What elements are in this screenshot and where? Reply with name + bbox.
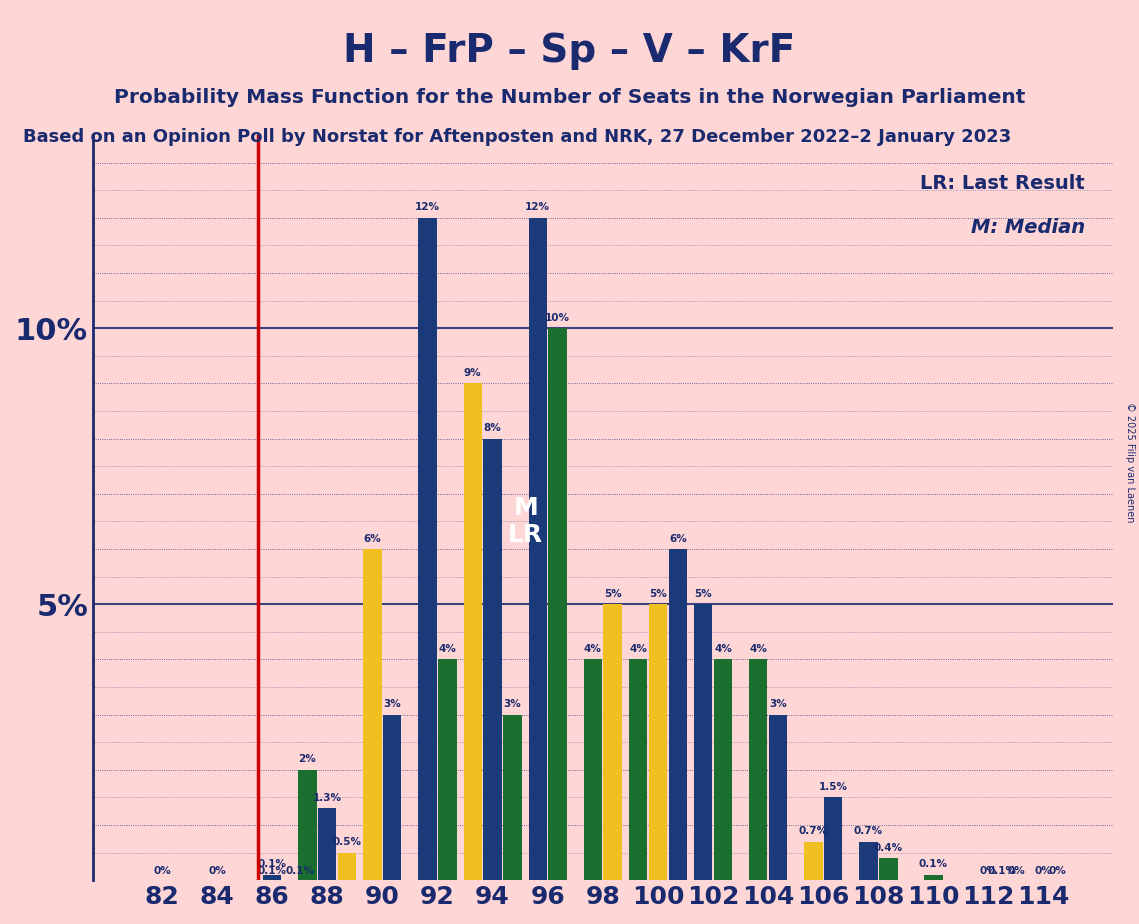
Text: 5%: 5% bbox=[604, 589, 622, 599]
Text: H – FrP – Sp – V – KrF: H – FrP – Sp – V – KrF bbox=[343, 32, 796, 70]
Text: 6%: 6% bbox=[363, 533, 382, 543]
Text: 0.7%: 0.7% bbox=[854, 826, 883, 836]
Bar bbox=[694, 604, 712, 881]
Text: 9%: 9% bbox=[464, 368, 482, 378]
Bar bbox=[879, 858, 898, 881]
Text: 12%: 12% bbox=[525, 202, 550, 213]
Bar bbox=[804, 842, 822, 881]
Bar bbox=[338, 853, 357, 881]
Bar bbox=[298, 770, 317, 881]
Bar bbox=[483, 439, 502, 881]
Text: 4%: 4% bbox=[714, 644, 732, 654]
Bar bbox=[669, 549, 687, 881]
Bar bbox=[583, 660, 603, 881]
Bar bbox=[629, 660, 647, 881]
Bar bbox=[383, 714, 401, 881]
Bar bbox=[859, 842, 878, 881]
Bar bbox=[769, 714, 787, 881]
Text: Probability Mass Function for the Number of Seats in the Norwegian Parliament: Probability Mass Function for the Number… bbox=[114, 88, 1025, 107]
Text: M: Median: M: Median bbox=[970, 218, 1085, 237]
Text: 0%: 0% bbox=[153, 867, 171, 876]
Bar bbox=[823, 797, 843, 881]
Text: 0%: 0% bbox=[980, 867, 998, 876]
Text: 8%: 8% bbox=[484, 423, 501, 433]
Text: 0.1%: 0.1% bbox=[257, 867, 287, 876]
Bar bbox=[503, 714, 522, 881]
Text: 5%: 5% bbox=[695, 589, 712, 599]
Text: 3%: 3% bbox=[769, 699, 787, 709]
Text: 2%: 2% bbox=[298, 754, 317, 764]
Text: © 2025 Filip van Laenen: © 2025 Filip van Laenen bbox=[1125, 402, 1134, 522]
Text: 0%: 0% bbox=[1049, 867, 1066, 876]
Bar bbox=[318, 808, 336, 881]
Text: 0%: 0% bbox=[208, 867, 226, 876]
Text: 6%: 6% bbox=[669, 533, 687, 543]
Bar bbox=[418, 218, 436, 881]
Text: 4%: 4% bbox=[629, 644, 647, 654]
Bar bbox=[714, 660, 732, 881]
Text: LR: Last Result: LR: Last Result bbox=[920, 174, 1085, 193]
Bar bbox=[363, 549, 382, 881]
Text: Based on an Opinion Poll by Norstat for Aftenposten and NRK, 27 December 2022–2 : Based on an Opinion Poll by Norstat for … bbox=[23, 128, 1011, 145]
Bar bbox=[464, 383, 482, 881]
Bar bbox=[548, 328, 567, 881]
Bar bbox=[439, 660, 457, 881]
Bar bbox=[604, 604, 622, 881]
Text: 4%: 4% bbox=[749, 644, 768, 654]
Text: 0.1%: 0.1% bbox=[257, 859, 287, 869]
Text: 3%: 3% bbox=[384, 699, 401, 709]
Text: 4%: 4% bbox=[439, 644, 457, 654]
Text: 0.7%: 0.7% bbox=[798, 826, 828, 836]
Text: 3%: 3% bbox=[503, 699, 522, 709]
Text: 0%: 0% bbox=[1035, 867, 1052, 876]
Text: 5%: 5% bbox=[649, 589, 666, 599]
Bar bbox=[528, 218, 547, 881]
Text: 0%: 0% bbox=[1007, 867, 1025, 876]
Text: 0.5%: 0.5% bbox=[333, 837, 361, 847]
Bar bbox=[263, 875, 281, 881]
Bar bbox=[924, 875, 943, 881]
Text: 12%: 12% bbox=[415, 202, 440, 213]
Text: 10%: 10% bbox=[546, 312, 571, 322]
Text: M
LR: M LR bbox=[508, 495, 543, 547]
Text: 0.1%: 0.1% bbox=[919, 859, 948, 869]
Text: 1.3%: 1.3% bbox=[313, 793, 342, 803]
Bar bbox=[649, 604, 667, 881]
Text: 0.4%: 0.4% bbox=[874, 843, 903, 853]
Text: 0.1%: 0.1% bbox=[988, 867, 1017, 876]
Text: 0.1%: 0.1% bbox=[285, 867, 314, 876]
Text: 1.5%: 1.5% bbox=[819, 782, 847, 792]
Bar bbox=[749, 660, 768, 881]
Text: 4%: 4% bbox=[584, 644, 601, 654]
